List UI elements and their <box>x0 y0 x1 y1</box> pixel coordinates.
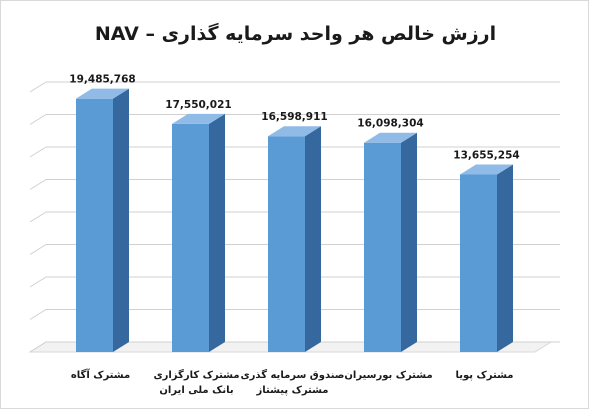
bar-side <box>113 88 129 353</box>
category-label-kargozari-bank-melli: مشترک کارگزاری بانک ملی ایران <box>153 370 240 396</box>
category-label-bourseiran: مشترک بورسیران <box>344 370 433 381</box>
bar <box>268 136 305 352</box>
bar-side <box>209 113 225 352</box>
bar-top <box>76 88 129 99</box>
gridline-side <box>29 146 47 158</box>
data-label: 16,598,911 <box>261 111 327 123</box>
bar-side <box>305 126 321 352</box>
bar-top <box>460 164 513 175</box>
chart-title: ارزش خالص هر واحد سرمایه گذاری – NAV <box>94 23 497 45</box>
gridline-side <box>29 244 47 255</box>
category-label-pouya: مشترک پویا <box>455 370 514 381</box>
gridline-side <box>29 211 47 223</box>
gridline-side <box>29 81 47 93</box>
gridline-side <box>29 276 47 288</box>
data-label: 16,098,304 <box>357 118 423 130</box>
category-label-agah: مشترک آگاه <box>70 370 131 381</box>
gridline-side <box>29 309 47 320</box>
bar <box>76 98 113 352</box>
data-label: 17,550,021 <box>165 99 231 111</box>
category-label-pishtaz: صندوق سرمایه گذری مشترک پیشتاز <box>240 370 345 396</box>
bar <box>460 174 497 352</box>
gridline-side <box>29 114 47 125</box>
bar-side <box>401 132 417 352</box>
data-label: 13,655,254 <box>453 149 519 161</box>
bar-side <box>497 164 513 352</box>
bar-top <box>268 126 321 137</box>
bar <box>364 142 401 352</box>
bar-top <box>172 113 225 124</box>
gridline-side <box>29 341 47 353</box>
bar-top <box>364 132 417 143</box>
gridline-side <box>29 179 47 190</box>
data-label: 19,485,768 <box>69 74 135 86</box>
bar <box>172 123 209 352</box>
